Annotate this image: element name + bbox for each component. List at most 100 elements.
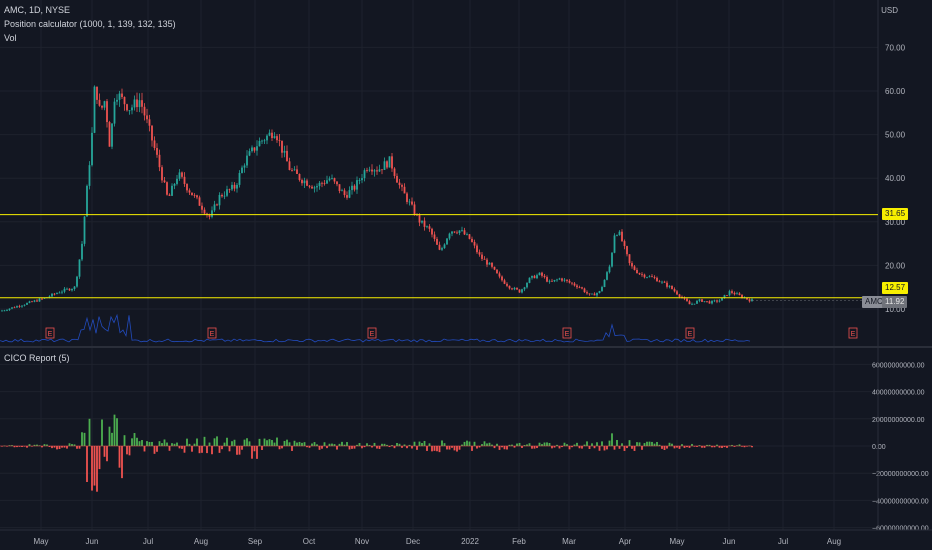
osc-bar-negative [498, 446, 501, 450]
osc-bar-negative [53, 446, 56, 448]
candle-body [188, 190, 191, 193]
osc-bar-positive [146, 441, 148, 446]
osc-bar-positive [418, 441, 421, 446]
oscillator-title[interactable]: CICO Report (5) [4, 353, 70, 363]
osc-bar-positive [233, 439, 236, 446]
time-axis-label: Jun [723, 537, 736, 546]
candle-body [648, 276, 651, 278]
volume-label[interactable]: Vol [4, 33, 17, 43]
osc-bar-negative [438, 446, 441, 453]
time-axis-label: Feb [512, 537, 526, 546]
candle-body [166, 182, 168, 195]
osc-bar-negative [426, 446, 428, 451]
candle-body [696, 300, 698, 304]
candle-body [198, 197, 201, 206]
candle-body [356, 180, 358, 190]
osc-bar-negative [206, 446, 208, 454]
time-axis-label: Jul [143, 537, 153, 546]
candle-body [656, 277, 658, 282]
osc-bar-negative [733, 446, 736, 447]
osc-bar-negative [388, 446, 391, 448]
osc-bar-positive [651, 441, 653, 446]
candle-body [706, 301, 708, 303]
osc-bar-negative [93, 446, 96, 486]
osc-bar-negative [401, 446, 403, 448]
osc-bar-negative [661, 446, 663, 449]
candle-body [466, 234, 468, 236]
candle-body [543, 275, 546, 278]
earnings-marker-label: E [210, 331, 215, 338]
candle-body [538, 272, 541, 276]
osc-bar-positive [266, 440, 268, 446]
candle-body [83, 216, 86, 244]
osc-bar-positive [68, 443, 71, 446]
candle-body [516, 287, 518, 290]
osc-bar-positive [283, 440, 286, 446]
osc-bar-negative [153, 446, 156, 454]
earnings-marker [562, 327, 572, 339]
osc-bar-negative [321, 446, 323, 449]
candle-body [613, 235, 616, 253]
osc-bar-negative [143, 446, 146, 452]
osc-bar-positive [286, 439, 288, 446]
candle-body [61, 291, 63, 293]
osc-tick-label: 40000000000.00 [872, 390, 925, 397]
osc-bar-negative [683, 446, 686, 448]
candle-body [263, 140, 266, 142]
upper-level-tag: 31.65 [882, 208, 909, 220]
osc-bar-positive [216, 436, 218, 446]
candle-body [496, 269, 498, 274]
osc-bar-negative [506, 446, 508, 450]
candle-body [76, 276, 78, 287]
osc-bar-positive [113, 414, 116, 446]
osc-bar-positive [188, 443, 191, 446]
osc-bar-positive [621, 443, 623, 446]
osc-bar-positive [386, 444, 388, 446]
osc-bar-negative [228, 446, 231, 452]
candle-body [78, 259, 81, 277]
osc-bar-negative [533, 446, 536, 449]
osc-bar-negative [501, 446, 503, 448]
candle-body [566, 279, 568, 281]
osc-bar-negative [16, 446, 18, 448]
candle-body [191, 192, 193, 196]
osc-bar-negative [191, 446, 193, 452]
candle-body [693, 303, 696, 305]
osc-bar-positive [131, 438, 133, 446]
osc-tick-label: 20000000000.00 [872, 417, 925, 424]
candle-body [491, 262, 493, 267]
candle-body [286, 150, 288, 162]
candle-body [31, 301, 33, 303]
osc-bar-negative [701, 446, 703, 448]
indicator-title[interactable]: Position calculator (1000, 1, 139, 132, … [4, 19, 176, 29]
osc-bar-positive [301, 442, 303, 446]
osc-tick-label: 60000000000.00 [872, 362, 925, 369]
candle-body [506, 283, 508, 286]
candle-body [213, 204, 216, 211]
candle-body [591, 293, 593, 295]
candle-body [321, 182, 323, 184]
osc-bar-negative [558, 446, 561, 449]
osc-bar-positive [148, 441, 151, 446]
osc-bar-negative [183, 446, 186, 453]
osc-tick-label: 0.00 [872, 444, 886, 451]
candle-body [123, 96, 126, 105]
candle-body [71, 288, 73, 291]
candle-body [678, 294, 681, 297]
osc-bar-positive [421, 443, 423, 446]
candle-body [453, 231, 456, 233]
osc-bar-negative [56, 446, 58, 450]
candle-body [463, 230, 466, 235]
osc-bar-negative [281, 446, 283, 449]
earnings-marker [207, 327, 217, 339]
osc-bar-positive [166, 442, 168, 446]
osc-bar-negative [291, 446, 293, 451]
osc-bar-negative [521, 446, 523, 448]
osc-bar-negative [211, 446, 213, 455]
time-axis-label: Jun [86, 537, 99, 546]
osc-bar-negative [351, 446, 353, 449]
earnings-marker-label: E [851, 331, 856, 338]
candle-body [173, 183, 176, 186]
candle-body [441, 248, 443, 250]
